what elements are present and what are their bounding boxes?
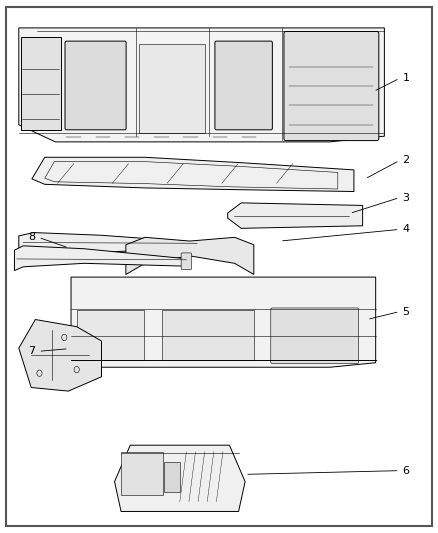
FancyBboxPatch shape (215, 41, 272, 130)
Polygon shape (115, 445, 245, 512)
Text: 4: 4 (403, 224, 410, 235)
Bar (164, 462, 180, 491)
Polygon shape (14, 246, 188, 271)
Polygon shape (19, 28, 385, 142)
FancyBboxPatch shape (284, 31, 379, 141)
Text: 8: 8 (28, 232, 35, 243)
Polygon shape (32, 157, 354, 191)
Text: 5: 5 (403, 306, 410, 317)
FancyBboxPatch shape (181, 253, 191, 270)
FancyBboxPatch shape (271, 308, 359, 364)
Text: 6: 6 (403, 466, 410, 475)
Text: 1: 1 (403, 73, 410, 83)
Bar (21, 37, 61, 131)
Polygon shape (19, 319, 102, 391)
Bar (139, 44, 205, 133)
Text: 3: 3 (403, 192, 410, 203)
Bar (121, 452, 163, 495)
Bar (162, 310, 254, 360)
FancyBboxPatch shape (65, 41, 126, 130)
Polygon shape (228, 203, 363, 228)
Polygon shape (71, 277, 376, 367)
Text: 7: 7 (28, 346, 35, 357)
Text: 2: 2 (403, 156, 410, 165)
Polygon shape (19, 232, 201, 252)
Bar (77, 310, 144, 360)
Polygon shape (126, 237, 254, 274)
